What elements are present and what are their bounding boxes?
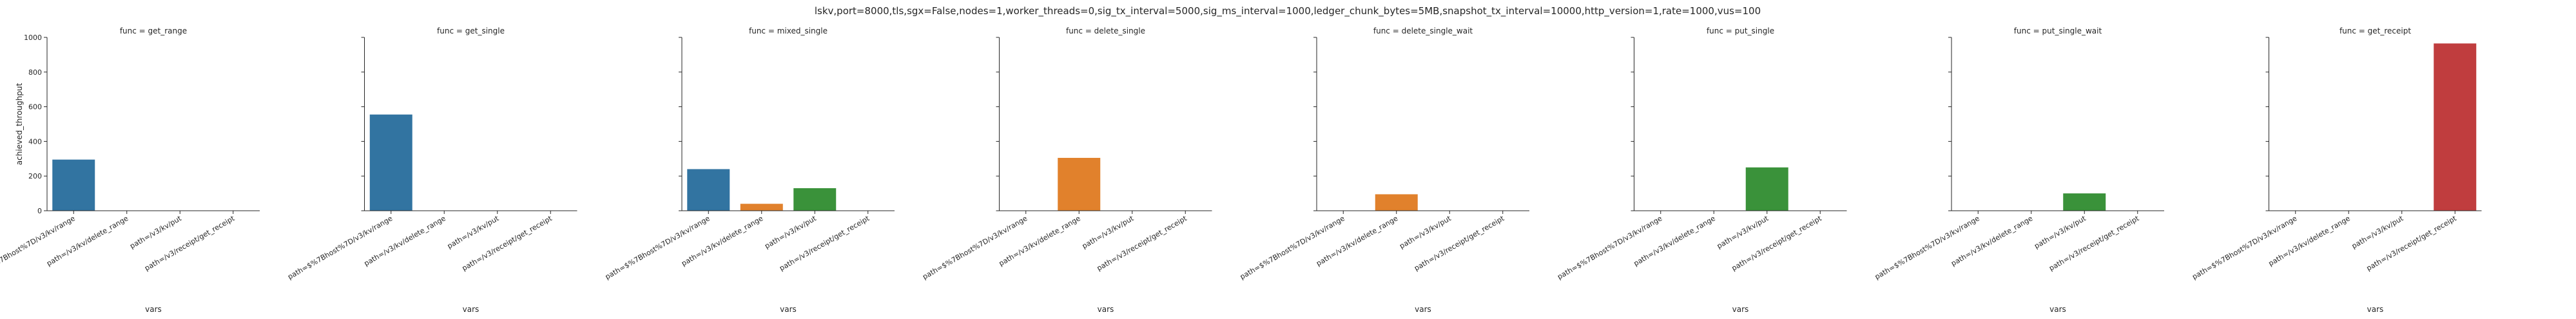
facet-panel: func = get_receipt path=$%7Bhost%7D/v3/kv… (2191, 26, 2482, 314)
x-tick-label: path=/v3/receipt/get_receipt (1730, 214, 1824, 273)
x-axis-label: vars (1732, 305, 1749, 314)
panel-title: func = delete_single_wait (1373, 26, 1473, 35)
x-tick-label: path=$%7Bhost%7D/v3/kv/range (2191, 214, 2298, 281)
panel-title: func = get_single (437, 26, 505, 35)
x-axis-label: vars (2367, 305, 2384, 314)
x-tick-label: path=/v3/receipt/get_receipt (143, 214, 237, 273)
x-tick-label: path=$%7Bhost%7D/v3/kv/range (286, 214, 394, 281)
x-tick-label: path=/v3/kv/put (763, 214, 818, 251)
x-tick-label: path=$%7Bhost%7D/v3/kv/range (1239, 214, 1346, 281)
bar (1745, 167, 1788, 211)
x-tick-label: path=$%7Bhost%7D/v3/kv/range (921, 214, 1029, 281)
y-tick-label: 800 (28, 68, 42, 77)
facet-panel: func = delete_single_wait path=$%7Bhost%7… (1239, 26, 1529, 314)
bar (2434, 43, 2477, 211)
panel-title: func = put_single_wait (2014, 26, 2102, 35)
bar (52, 159, 95, 211)
facet-panel: func = get_single path=$%7Bhost%7D/v3/kv/… (286, 26, 577, 314)
facet-panel: func = delete_single path=$%7Bhost%7D/v3/… (921, 26, 1212, 314)
x-tick-label: path=$%7Bhost%7D/v3/kv/range (1556, 214, 1663, 281)
x-axis-label: vars (145, 305, 162, 314)
x-tick-label: path=/v3/receipt/get_receipt (2048, 214, 2141, 273)
x-tick-label: path=$%7Bhost%7D/v3/kv/range (604, 214, 712, 281)
facet-panel: func = get_range 0 200 400 600 800 1000 path=$%… (0, 26, 260, 314)
panel-title: func = mixed_single (749, 26, 828, 35)
panel-title: func = get_receipt (2339, 26, 2411, 35)
x-tick-label: path=/v3/kv/put (1398, 214, 1453, 251)
bar (2063, 193, 2106, 211)
x-tick-label: path=/v3/receipt/get_receipt (1096, 214, 1189, 273)
x-tick-label: path=/v3/receipt/get_receipt (1413, 214, 1506, 273)
facet-panel: func = put_single path=$%7Bhost%7D/v3/kv/… (1556, 26, 1847, 314)
panel-title: func = delete_single (1066, 26, 1145, 35)
facet-panel: func = put_single_wait path=$%7Bhost%7D/v… (1874, 26, 2164, 314)
x-tick-label: path=/v3/kv/put (128, 214, 183, 251)
y-tick-label: 200 (28, 172, 42, 180)
x-tick-label: path=/v3/kv/put (2350, 214, 2405, 251)
chart-panels: func = get_range 0 200 400 600 800 1000 path=$%… (0, 26, 2482, 314)
x-tick-label: path=/v3/kv/put (446, 214, 501, 251)
x-tick-label: path=/v3/kv/put (2033, 214, 2087, 251)
y-tick-label: 400 (28, 137, 42, 146)
bar (793, 188, 837, 211)
panel-title: func = get_range (120, 26, 187, 35)
x-tick-label: path=/v3/receipt/get_receipt (2365, 214, 2459, 273)
x-tick-label: path=$%7Bhost%7D/v3/kv/range (1874, 214, 1981, 281)
bar (1058, 157, 1101, 211)
x-tick-label: path=/v3/kv/put (1081, 214, 1136, 251)
x-axis-label: vars (1098, 305, 1114, 314)
y-tick-label: 600 (28, 103, 42, 111)
x-axis-label: vars (463, 305, 479, 314)
x-axis-label: vars (1415, 305, 1431, 314)
facet-panel: func = mixed_single path=$%7Bhost%7D/v3/k… (604, 26, 895, 314)
bar (687, 169, 730, 211)
x-axis-label: vars (2049, 305, 2066, 314)
y-tick-label: 0 (37, 207, 42, 215)
chart-title: lskv,port=8000,tls,sgx=False,nodes=1,wor… (815, 5, 1761, 17)
bar (369, 114, 412, 211)
y-axis-label: achieved_throughput (15, 82, 24, 165)
x-axis-label: vars (780, 305, 797, 314)
x-tick-label: path=/v3/receipt/get_receipt (461, 214, 554, 273)
bar (740, 204, 783, 211)
x-tick-label: path=/v3/kv/put (1716, 214, 1770, 251)
x-tick-label: path=$%7Bhost%7D/v3/kv/range (0, 214, 77, 281)
x-tick-label: path=/v3/receipt/get_receipt (778, 214, 871, 273)
y-tick-label: 1000 (24, 34, 42, 42)
panel-title: func = put_single (1707, 26, 1774, 35)
bar (1375, 194, 1418, 211)
